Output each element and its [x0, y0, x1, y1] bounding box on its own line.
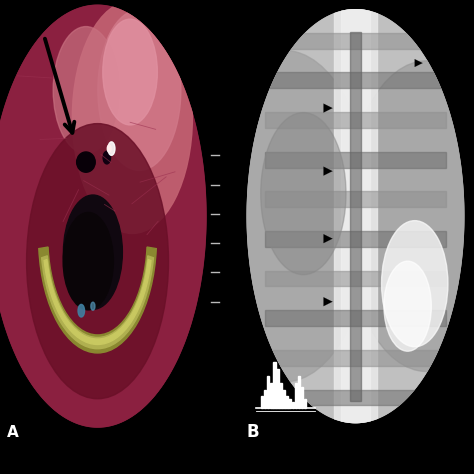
Circle shape	[384, 261, 431, 351]
Circle shape	[98, 9, 181, 171]
Circle shape	[0, 5, 207, 428]
Circle shape	[103, 19, 157, 125]
Bar	[261, 396, 264, 408]
Bar	[265, 112, 446, 128]
Bar	[292, 402, 294, 408]
Bar	[265, 310, 446, 326]
Circle shape	[382, 221, 448, 347]
Ellipse shape	[103, 151, 110, 164]
Ellipse shape	[77, 152, 95, 172]
Bar	[288, 400, 291, 408]
Bar	[265, 231, 446, 247]
Bar	[265, 152, 446, 167]
Bar	[304, 399, 307, 408]
Circle shape	[73, 0, 192, 234]
Bar	[294, 383, 297, 408]
Circle shape	[64, 195, 122, 310]
Circle shape	[345, 61, 474, 372]
Circle shape	[246, 9, 465, 423]
Circle shape	[78, 304, 84, 317]
Circle shape	[53, 27, 118, 154]
Circle shape	[91, 302, 95, 310]
Wedge shape	[39, 247, 156, 353]
Circle shape	[197, 50, 372, 382]
Bar	[265, 191, 446, 207]
Bar	[341, 9, 370, 423]
Bar	[265, 73, 446, 88]
Bar	[298, 376, 301, 408]
Wedge shape	[44, 260, 151, 345]
Text: A: A	[7, 425, 18, 440]
Wedge shape	[42, 256, 154, 349]
Bar	[265, 33, 446, 49]
Circle shape	[107, 145, 111, 152]
Bar	[270, 383, 273, 408]
Bar	[349, 31, 361, 401]
Bar	[273, 363, 276, 408]
Bar	[301, 387, 303, 408]
Bar	[265, 271, 446, 286]
Bar	[282, 391, 285, 408]
Bar	[267, 376, 270, 408]
Bar	[334, 9, 377, 423]
Circle shape	[108, 142, 115, 155]
Bar	[265, 350, 446, 365]
Circle shape	[27, 124, 168, 399]
Bar	[264, 390, 266, 408]
Bar	[279, 383, 282, 408]
Circle shape	[261, 112, 346, 274]
Bar	[276, 369, 279, 408]
Bar	[285, 396, 288, 408]
Circle shape	[63, 212, 113, 310]
Text: B: B	[246, 423, 259, 441]
Bar	[265, 390, 446, 405]
